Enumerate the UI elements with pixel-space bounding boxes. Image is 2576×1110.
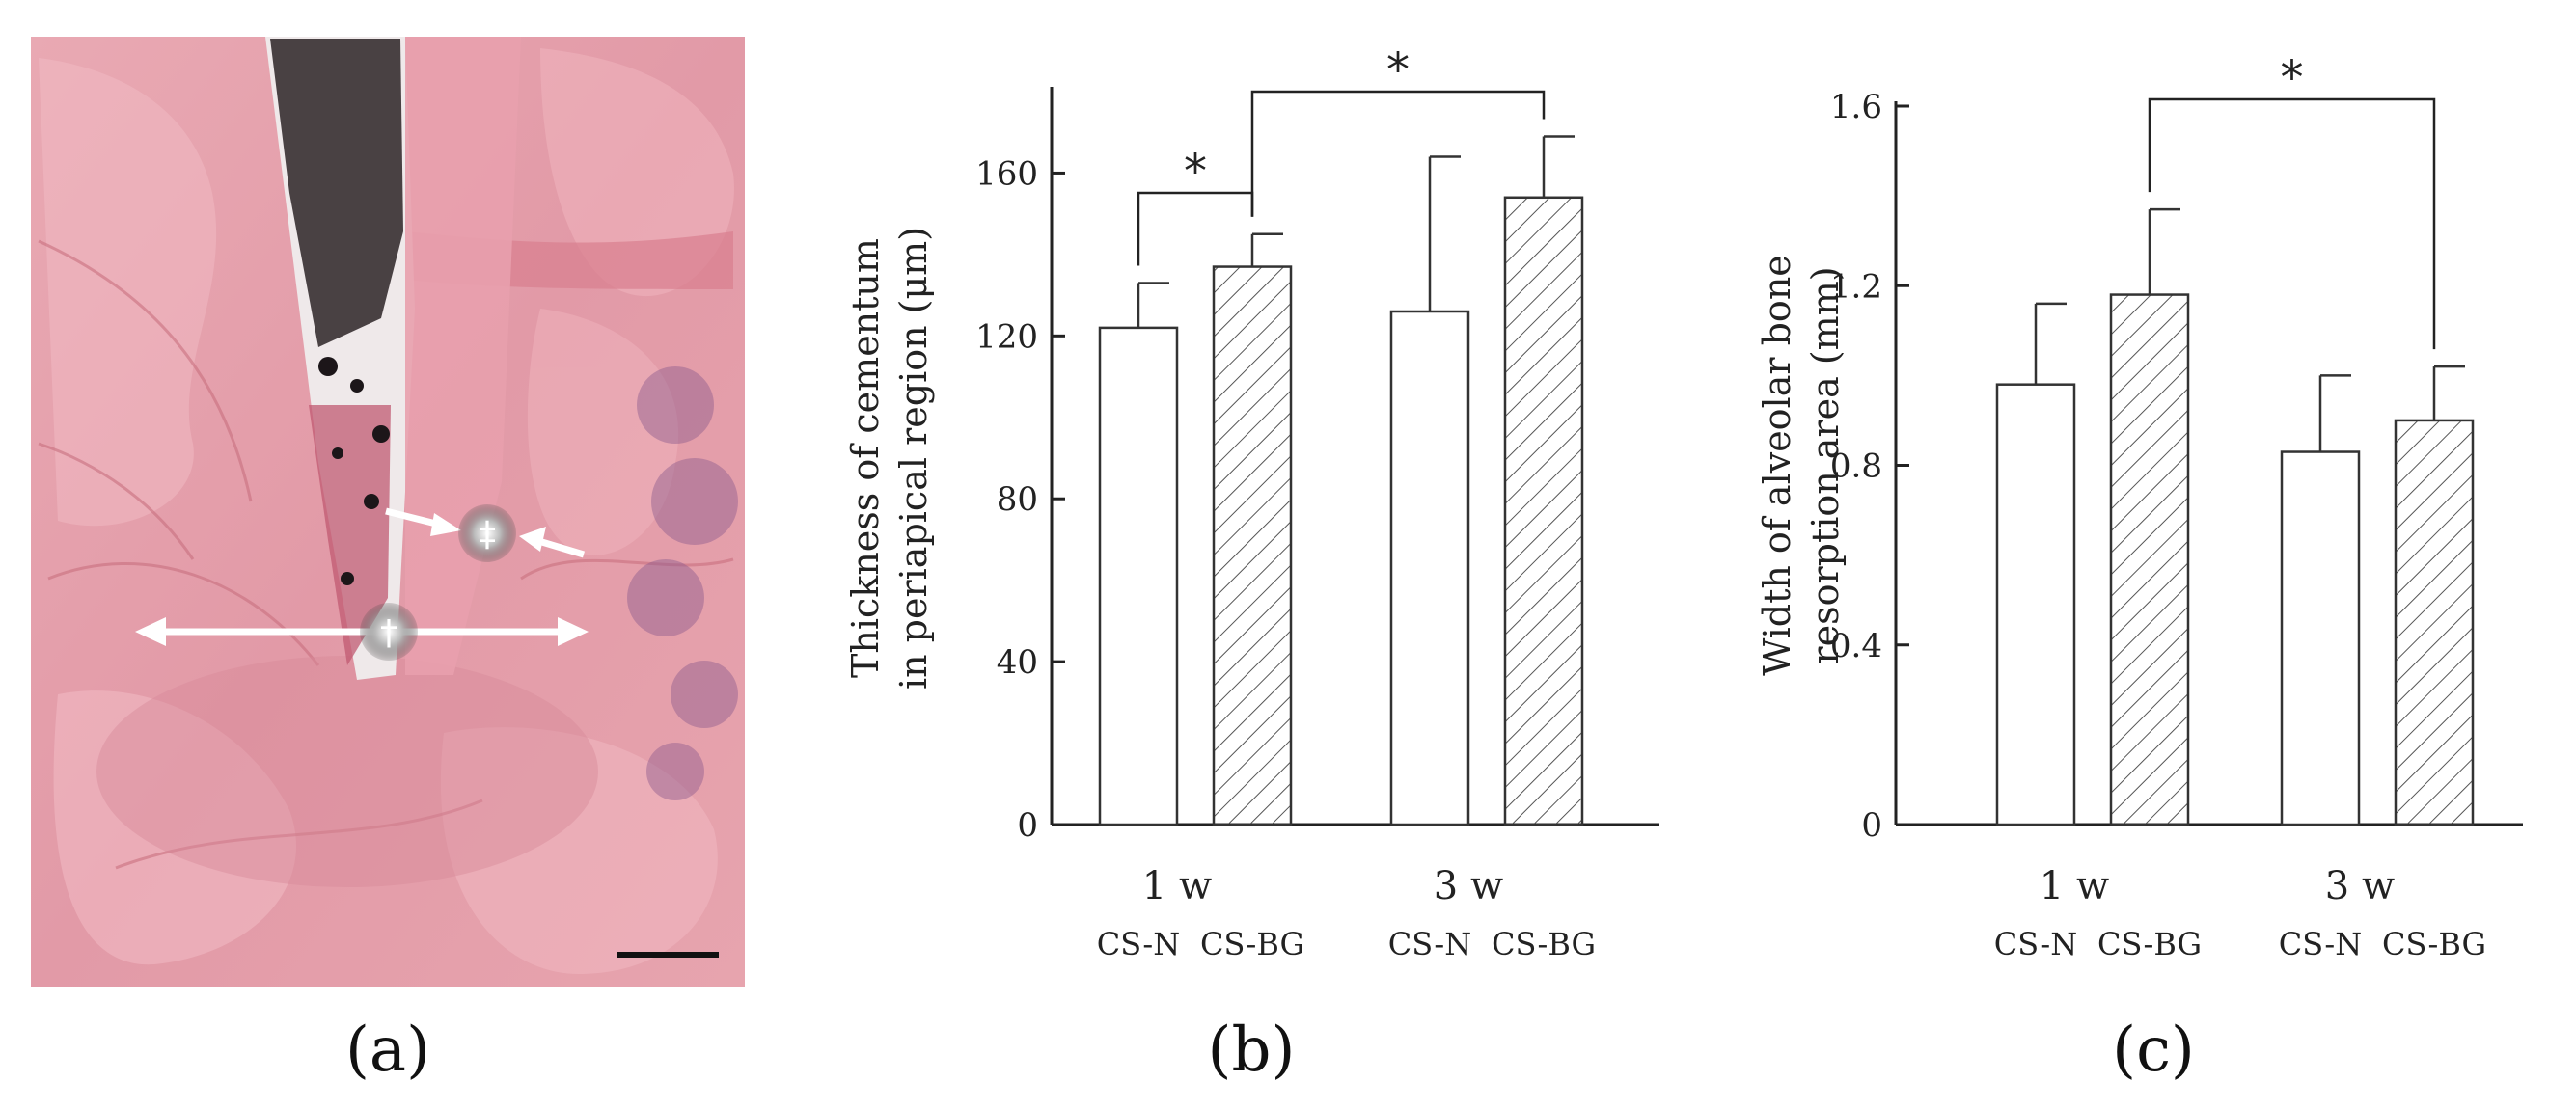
panel-label-a: (a) bbox=[345, 1015, 430, 1086]
cellular-region bbox=[627, 366, 738, 800]
category-label: 3 w bbox=[2325, 864, 2395, 908]
arrow-right-marker bbox=[534, 536, 586, 558]
bar bbox=[2394, 419, 2475, 826]
significance-star: * bbox=[2281, 51, 2304, 105]
bar-label: CS-BG bbox=[2097, 926, 2202, 962]
significance-bracket bbox=[1250, 90, 1546, 217]
significance-bracket bbox=[2148, 97, 2436, 350]
y-axis-label: in periapical region (μm) bbox=[892, 227, 935, 690]
bar-label: CS-N bbox=[1097, 926, 1180, 962]
bar-label: CS-BG bbox=[2382, 926, 2486, 962]
y-tick-label: 1.6 bbox=[1830, 88, 1882, 126]
y-axis-label: Width of alveolar bone bbox=[1756, 255, 1798, 676]
bar bbox=[2280, 450, 2361, 826]
y-tick-label: 0.8 bbox=[1830, 447, 1882, 486]
panel-label-c: (c) bbox=[2112, 1015, 2195, 1086]
bar bbox=[1995, 383, 2076, 826]
y-axis-label: resorption area (mm) bbox=[1804, 266, 1847, 663]
bar-label: CS-BG bbox=[1492, 926, 1596, 962]
category-label: 3 w bbox=[1434, 864, 1503, 908]
periapical-area bbox=[96, 656, 598, 887]
bar-label: CS-N bbox=[1994, 926, 2077, 962]
filling-material bbox=[270, 39, 403, 347]
panel-label-b: (b) bbox=[1208, 1015, 1296, 1086]
bar-label: CS-N bbox=[1388, 926, 1471, 962]
y-tick-label: 40 bbox=[997, 643, 1038, 682]
significance-star: * bbox=[1386, 43, 1410, 97]
category-label: 1 w bbox=[2040, 864, 2109, 908]
bar bbox=[1098, 326, 1179, 826]
y-tick-label: 1.2 bbox=[1830, 267, 1882, 306]
y-tick-label: 120 bbox=[975, 317, 1038, 356]
y-tick-label: 0 bbox=[1861, 806, 1882, 845]
y-tick-label: 80 bbox=[997, 480, 1038, 519]
bar bbox=[1212, 265, 1293, 826]
chart-c: 0 0.4 0.8 1.2 1.6 Width of alveolar bone resor… bbox=[1756, 51, 2523, 962]
bar-label: CS-N bbox=[2279, 926, 2362, 962]
filling-fragment bbox=[309, 405, 391, 665]
marker-glow bbox=[360, 603, 418, 661]
arrow-head bbox=[519, 527, 546, 552]
dagger-marker: † bbox=[380, 613, 397, 653]
double-dagger-marker: ‡ bbox=[479, 515, 496, 555]
arrow-head bbox=[558, 617, 589, 646]
y-tick-label: 0.4 bbox=[1830, 627, 1882, 665]
micrograph-panel: ‡ † bbox=[31, 37, 745, 987]
significance-bracket bbox=[1137, 191, 1254, 266]
bar-label: CS-BG bbox=[1200, 926, 1304, 962]
bar bbox=[1503, 196, 1584, 826]
arrow-head bbox=[135, 617, 166, 646]
chart-b: 0 40 80 120 160 Thickness of cementum in peria… bbox=[844, 43, 1659, 962]
bone-texture bbox=[39, 48, 734, 974]
bar bbox=[2109, 293, 2190, 826]
y-tick-label: 0 bbox=[1017, 806, 1038, 845]
significance-star: * bbox=[1184, 145, 1207, 199]
arrow-head bbox=[430, 513, 461, 536]
category-label: 1 w bbox=[1142, 864, 1212, 908]
y-axis-label: Thickness of cementum bbox=[844, 238, 887, 678]
y-tick-label: 160 bbox=[975, 154, 1038, 193]
filling-specks bbox=[318, 357, 390, 585]
marker-glow bbox=[458, 504, 516, 562]
bar bbox=[1389, 310, 1470, 826]
